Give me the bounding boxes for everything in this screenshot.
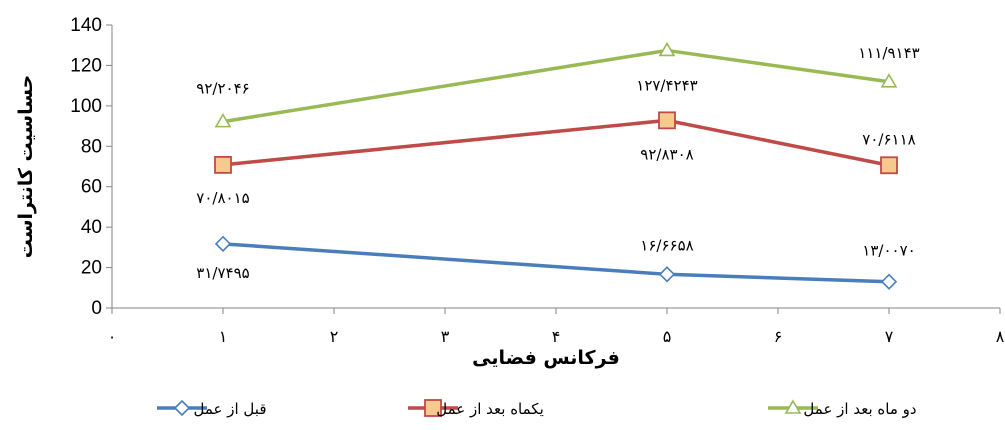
- x-tick-label: ۰: [108, 327, 117, 346]
- y-tick-label: 60: [81, 177, 102, 198]
- diamond-marker: [658, 266, 676, 283]
- y-tick-label: 40: [81, 217, 102, 238]
- triangle-marker: [880, 73, 898, 88]
- y-tick-label: 80: [81, 136, 102, 157]
- y-tick-label: 100: [70, 96, 102, 117]
- series-1: [214, 235, 898, 290]
- legend-item: قبل از عمل: [157, 399, 267, 418]
- legend-item: یکماه بعد از عمل: [408, 399, 544, 418]
- diamond-marker: [214, 235, 232, 252]
- data-label: ۳۱/۷۴۹۵: [196, 264, 249, 282]
- diamond-marker: [880, 273, 898, 290]
- x-tick-label: ۶: [774, 327, 783, 346]
- data-label: ۹۲/۸۳۰۸: [640, 145, 693, 163]
- legend-item: دو ماه بعد از عمل: [768, 399, 917, 418]
- y-tick-label: 120: [70, 55, 102, 76]
- data-label: ۱۳/۰۰۷۰: [862, 242, 915, 260]
- data-label: ۹۲/۲۰۴۶: [196, 80, 249, 98]
- square-marker: [214, 155, 232, 174]
- x-tick-label: ۴: [552, 327, 561, 346]
- legend-label: دو ماه بعد از عمل: [803, 400, 916, 418]
- y-tick-label: 20: [81, 258, 102, 279]
- data-labels: ۳۱/۷۴۹۵ ۱۶/۶۶۵۸ ۱۳/۰۰۷۰ ۷۰/۸۰۱۵ ۹۲/۸۳۰۸ ۷۰/۶۱…: [196, 44, 919, 282]
- legend-label: قبل از عمل: [194, 400, 267, 418]
- diamond-marker: [173, 399, 191, 417]
- y-tick-label: 140: [70, 15, 102, 36]
- series-line: [222, 242, 890, 284]
- data-label: ۱۶/۶۶۵۸: [640, 236, 693, 254]
- data-label: ۱۱۱/۹۱۴۳: [858, 44, 919, 62]
- data-label: ۷۰/۸۰۱۵: [196, 189, 249, 207]
- series-line: [222, 118, 890, 167]
- x-tick-label: ۳: [441, 327, 450, 346]
- x-tick-label: ۷: [885, 327, 894, 346]
- series-3: [214, 41, 898, 128]
- square-marker: [880, 156, 898, 175]
- x-axis-title: فرکانس فضایی: [472, 347, 620, 369]
- legend-label: یکماه بعد از عمل: [436, 400, 544, 418]
- data-label: ۷۰/۶۱۱۸: [862, 130, 915, 148]
- legend: قبل از عمل یکماه بعد از عمل دو ماه بعد از …: [157, 399, 917, 418]
- series-2: [214, 111, 898, 175]
- series-layer: [214, 41, 898, 290]
- axes: 0 20 40 60 80 100 120 140 ۰ ۱ ۲ ۳ ۴ ۵ ۶ ۷ ۸: [70, 15, 1004, 346]
- data-label: ۱۲۷/۴۲۴۳: [636, 76, 697, 94]
- square-marker: [658, 111, 676, 130]
- triangle-marker: [784, 399, 802, 414]
- x-tick-label: ۵: [663, 327, 672, 346]
- x-tick-label: ۱: [219, 327, 228, 346]
- triangle-marker: [658, 41, 676, 57]
- series-line: [222, 48, 890, 124]
- x-tick-label: ۲: [330, 327, 339, 346]
- y-tick-label: 0: [91, 298, 102, 319]
- x-tick-label: ۸: [996, 327, 1005, 346]
- triangle-marker: [214, 113, 232, 128]
- y-axis-title: حساسیت کانتراست: [15, 75, 37, 259]
- square-marker: [424, 399, 442, 417]
